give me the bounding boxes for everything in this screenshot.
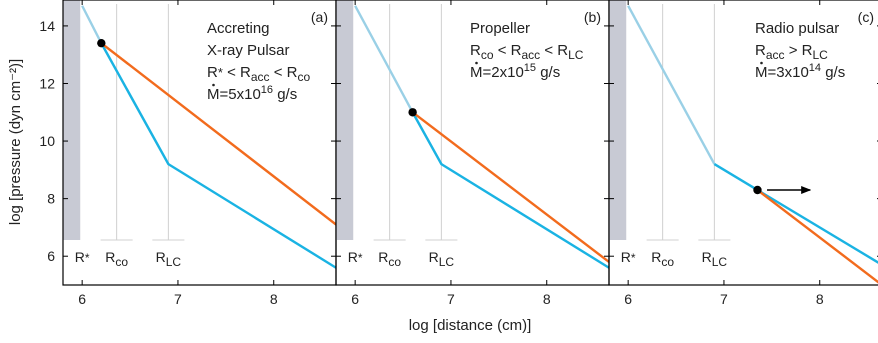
y-tick-label: 14 xyxy=(39,18,55,34)
y-tick-label: 12 xyxy=(39,75,55,91)
annotation-line: X-ray Pulsar xyxy=(207,42,290,59)
series-group xyxy=(627,5,878,284)
panel-frame xyxy=(608,0,878,286)
marker-label: R* xyxy=(348,249,363,265)
x-tick-label: 8 xyxy=(270,291,278,307)
panel-letter: (b) xyxy=(584,9,601,25)
x-axis-label: log [distance (cm)] xyxy=(409,317,532,334)
stellar-surface-band xyxy=(63,0,81,240)
stellar-surface-band xyxy=(609,0,627,240)
marker-label: R* xyxy=(621,249,636,265)
panel-letter: (c) xyxy=(858,9,874,25)
annotation-line: R* < Racc < Rco xyxy=(207,64,310,84)
mdot-dot xyxy=(475,61,478,65)
x-tick-label: 6 xyxy=(351,291,359,307)
annotation-line: M=2x1015 g/s xyxy=(470,62,560,81)
annotation-line: Propeller xyxy=(470,20,530,37)
accretion-radius-point xyxy=(753,185,762,195)
accretion-radius-point xyxy=(97,38,106,48)
y-tick-label: 10 xyxy=(39,133,55,149)
y-tick-label: 6 xyxy=(47,248,55,264)
marker-label: RLC xyxy=(429,249,455,269)
x-tick-label: 7 xyxy=(447,291,455,307)
stellar-surface-band xyxy=(336,0,354,240)
marker-label: R* xyxy=(75,249,90,265)
panel-a: R* Rco RLC 6 8 10 12 14 6 7 8 (a) Accreting X-ray Pul… xyxy=(39,0,337,307)
marker-label: Rco xyxy=(105,249,128,269)
series-magnetic-pressure xyxy=(411,111,609,269)
series-ram-pressure xyxy=(100,42,336,226)
marker-label: Rco xyxy=(378,249,401,269)
x-tick-label: 6 xyxy=(78,291,86,307)
series-magnetic-pressure xyxy=(713,163,878,264)
annotation-line: Radio pulsar xyxy=(755,20,839,37)
mdot-dot xyxy=(212,83,215,87)
annotation-line: Rco < Racc < RLC xyxy=(470,42,584,62)
series-magnetic-pressure-inner xyxy=(627,5,716,165)
y-axis-label: log [pressure (dyn cm⁻²)] xyxy=(7,59,24,225)
accretion-radius-point xyxy=(408,108,417,117)
series-ram-pressure xyxy=(756,189,878,284)
marker-label: RLC xyxy=(702,249,728,269)
marker-label: Rco xyxy=(651,249,674,269)
annotation-line: Accreting xyxy=(207,20,270,37)
y-tick-label: 8 xyxy=(47,191,55,207)
x-tick-label: 8 xyxy=(816,291,824,307)
x-tick-label: 6 xyxy=(624,291,632,307)
series-group xyxy=(354,5,609,269)
chart-panels: R* Rco RLC 6 8 10 12 14 6 7 8 (a) Accreting X-ray Pul… xyxy=(39,0,878,307)
x-tick-label: 7 xyxy=(174,291,182,307)
annotation-line: M=3x1014 g/s xyxy=(755,62,845,81)
annotation-line: M=5x1016 g/s xyxy=(207,84,297,103)
panel-c: R* Rco RLC 6 7 8 (c) Radio pulsar Racc > RLCM=3x… xyxy=(608,0,878,307)
panel-b: R* Rco RLC 6 7 8 (b) Propeller Rco < Racc < RLCM… xyxy=(335,0,610,307)
annotation-line: Racc > RLC xyxy=(755,42,828,62)
marker-label: RLC xyxy=(156,249,182,269)
mdot-dot xyxy=(760,61,763,65)
x-tick-label: 7 xyxy=(720,291,728,307)
series-ram-pressure xyxy=(411,111,609,263)
series-magnetic-pressure xyxy=(100,42,336,269)
x-tick-label: 8 xyxy=(543,291,551,307)
panel-letter: (a) xyxy=(311,9,328,25)
